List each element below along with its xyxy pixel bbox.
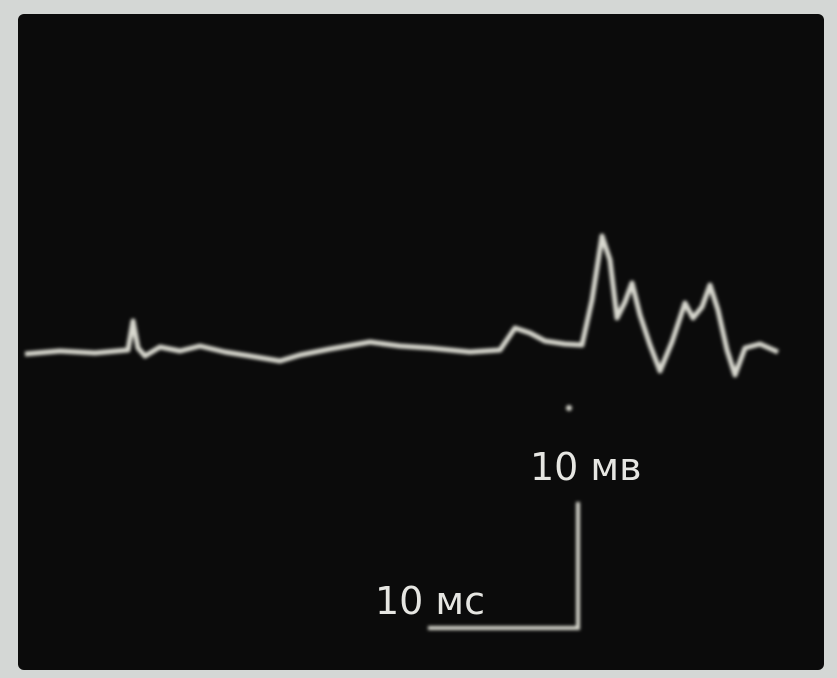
marker-dot	[566, 405, 572, 411]
time-scale-label: 10 мс	[375, 579, 485, 623]
page: 10 мв 10 мс (() => { const data = JSON.p…	[0, 0, 837, 678]
voltage-scale-label: 10 мв	[530, 445, 642, 489]
oscillogram-photo: 10 мв 10 мс	[0, 0, 837, 678]
